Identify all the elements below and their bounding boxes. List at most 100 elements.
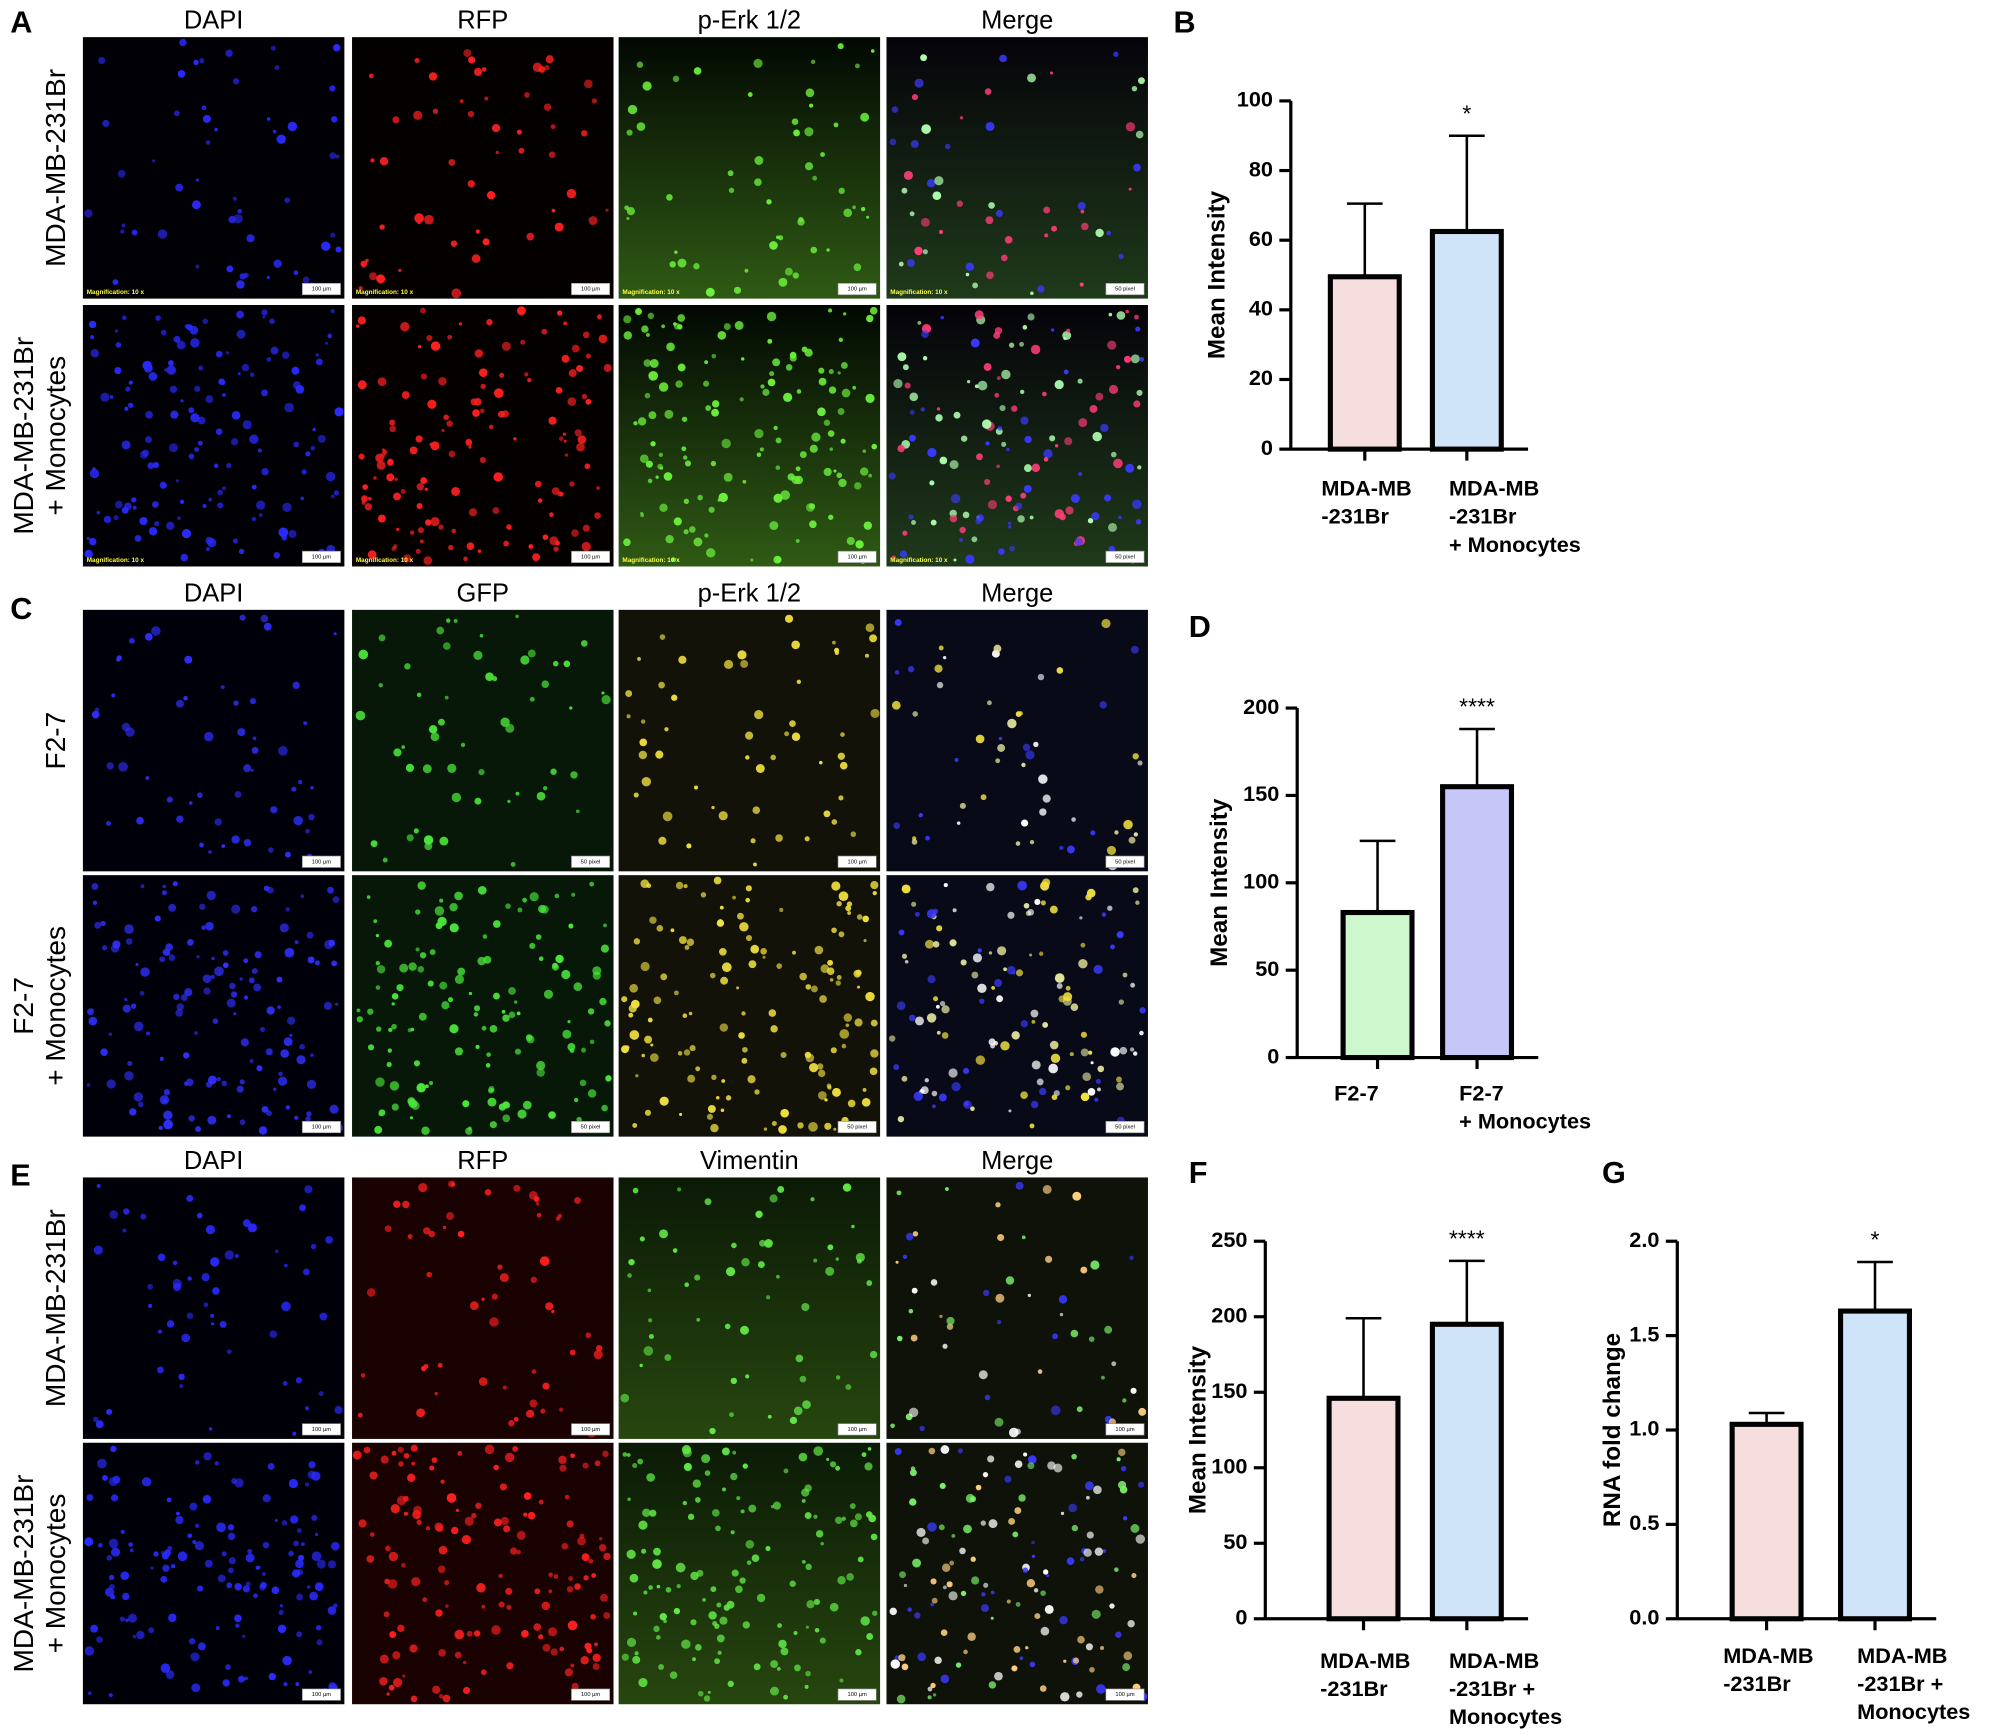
cell <box>907 258 915 267</box>
cell <box>416 1083 426 1093</box>
cell <box>510 862 516 867</box>
cell <box>838 187 845 195</box>
cell <box>91 883 99 890</box>
cell <box>580 130 588 137</box>
micrograph <box>352 37 614 299</box>
cell <box>330 308 335 314</box>
cell <box>486 1052 491 1057</box>
cell <box>423 556 433 565</box>
cell <box>770 1686 779 1696</box>
cell <box>750 558 754 562</box>
cell <box>536 1060 546 1071</box>
cell <box>1072 1191 1082 1201</box>
cell <box>467 180 475 188</box>
cell <box>837 371 841 375</box>
cell <box>829 1602 839 1612</box>
cell <box>166 521 175 531</box>
cell <box>580 640 588 647</box>
cell <box>177 516 181 520</box>
cell <box>1101 1375 1105 1380</box>
cell <box>999 405 1006 412</box>
micrograph <box>82 37 345 299</box>
cell <box>515 791 520 796</box>
cell <box>804 1684 809 1689</box>
cell <box>285 1105 291 1110</box>
cell <box>109 1583 115 1590</box>
cell <box>957 1448 963 1454</box>
cell <box>1125 122 1136 132</box>
cell <box>714 1623 720 1629</box>
cell <box>473 67 483 77</box>
cell <box>571 892 576 897</box>
cell <box>626 129 633 136</box>
cell <box>176 1003 184 1011</box>
cell <box>1062 331 1072 340</box>
cell <box>837 752 846 760</box>
cell <box>650 1053 659 1062</box>
cell <box>796 679 802 684</box>
cell <box>741 1011 746 1016</box>
cell <box>562 1029 572 1039</box>
cell <box>1045 1255 1053 1263</box>
cell <box>426 1271 433 1278</box>
cell <box>548 151 556 159</box>
cell <box>683 498 690 504</box>
cell <box>926 1013 937 1023</box>
cell <box>185 1078 194 1087</box>
scale-bar-box <box>571 550 611 563</box>
cell <box>835 1465 841 1471</box>
cell <box>813 1598 821 1606</box>
y-axis-label: Mean Intensity <box>1184 1345 1211 1514</box>
cell <box>862 1088 867 1092</box>
cell <box>686 843 692 849</box>
cell <box>1031 1554 1036 1559</box>
cell <box>854 63 860 69</box>
scale-bar-box <box>301 550 341 563</box>
cell <box>896 1694 906 1704</box>
cell <box>971 971 979 979</box>
cell <box>527 377 532 383</box>
bar <box>1340 909 1415 1061</box>
cell <box>90 335 95 340</box>
cell <box>769 241 778 250</box>
cell <box>163 1089 171 1096</box>
scale-bar-label: 50 pixel <box>581 1125 601 1131</box>
cell <box>789 354 797 362</box>
cell <box>228 215 236 224</box>
cell <box>108 1032 112 1036</box>
panel-letter: D <box>1189 610 1211 644</box>
cell <box>1110 1047 1120 1057</box>
cell <box>861 1097 871 1107</box>
scale-bar-box <box>837 1688 877 1701</box>
cell <box>561 354 570 363</box>
cell <box>731 1242 737 1249</box>
cell <box>1085 894 1092 901</box>
cell <box>835 980 841 986</box>
cell <box>356 1008 361 1013</box>
cell <box>675 380 683 388</box>
cell <box>358 649 369 660</box>
cell <box>742 1463 748 1469</box>
cell <box>647 478 653 484</box>
y-tick-label: 100 <box>1243 869 1279 894</box>
cell <box>355 324 360 328</box>
cell <box>1033 741 1039 748</box>
cell <box>516 129 522 135</box>
cell <box>307 1470 316 1479</box>
cell <box>1020 492 1027 499</box>
cell <box>643 1590 648 1595</box>
cell <box>90 1624 99 1633</box>
cell <box>778 1125 787 1134</box>
cell <box>194 1031 198 1035</box>
cell <box>592 966 602 976</box>
cell <box>755 764 765 773</box>
cell <box>751 1554 760 1563</box>
cell <box>133 1092 144 1102</box>
cell <box>205 1081 213 1088</box>
cell <box>810 59 816 65</box>
cell <box>1118 515 1122 520</box>
cell <box>1099 701 1107 709</box>
cell <box>771 1120 777 1127</box>
cell <box>1139 1007 1146 1014</box>
cell <box>413 1060 421 1067</box>
